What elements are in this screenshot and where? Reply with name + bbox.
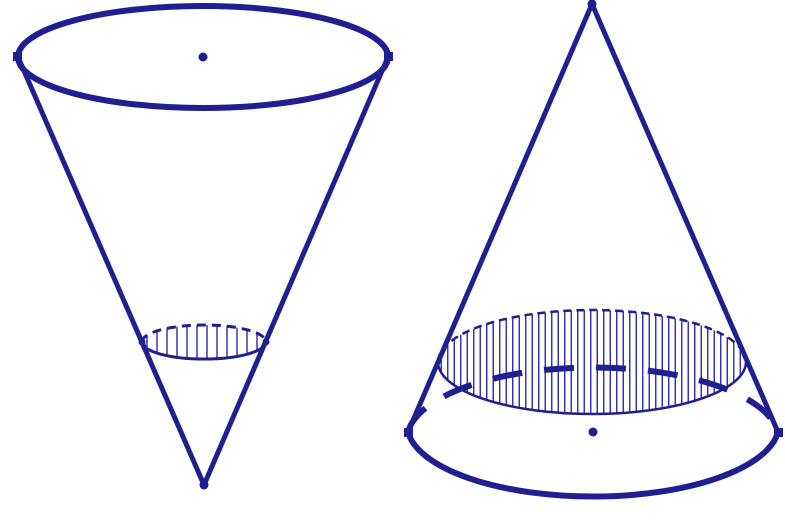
left-rim-right-point	[384, 52, 393, 61]
left-section-right-point	[262, 338, 270, 346]
right-slant-right	[589, 3, 781, 433]
right-base-right-point	[774, 428, 783, 437]
right-section-front-arc	[436, 361, 748, 416]
right-base-left-point	[404, 428, 413, 437]
left-rim-left-point	[13, 52, 22, 61]
left-apex-point	[199, 480, 209, 490]
right-apex-point	[587, 0, 597, 9]
right-base-back-arc	[405, 364, 781, 433]
right-slant-left	[405, 3, 595, 433]
left-section-back-arc	[140, 323, 268, 343]
right-base-front-arc	[405, 431, 781, 500]
left-slant-left	[15, 56, 207, 486]
right-section-back-arc	[436, 308, 748, 363]
left-section-front-arc	[140, 341, 268, 361]
upright-cone	[404, 0, 783, 500]
left-slant-right	[201, 56, 391, 486]
left-top-center-point	[198, 52, 208, 62]
left-section-left-point	[138, 338, 146, 346]
right-base-center-point	[588, 427, 598, 437]
inverted-cone	[13, 3, 393, 490]
